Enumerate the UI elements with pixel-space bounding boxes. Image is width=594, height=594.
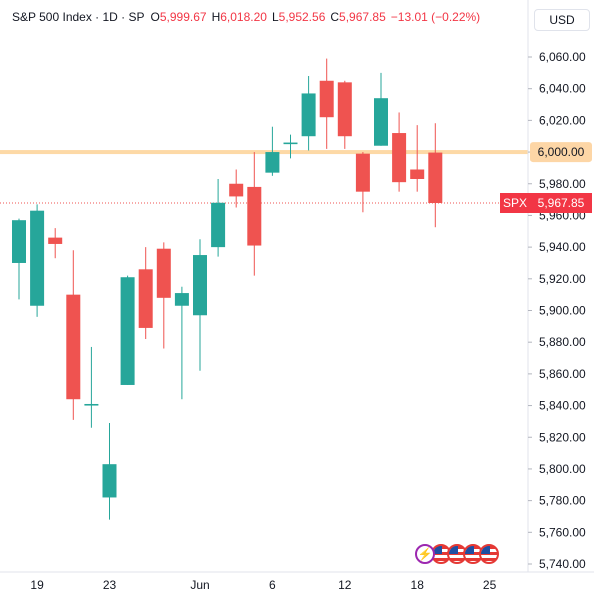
y-tick-label: 5,780.00 (539, 494, 586, 508)
x-tick-label: 12 (338, 578, 352, 592)
x-tick-label: Jun (190, 578, 209, 592)
y-tick-label: 6,020.00 (539, 113, 586, 127)
candle (66, 250, 81, 420)
time-axis: 19 23 Jun 6 12 18 25 (0, 571, 594, 592)
candle-body (156, 248, 171, 298)
x-tick-label: 18 (411, 578, 425, 592)
y-tick-label: 5,860.00 (539, 367, 586, 381)
candle-body (247, 186, 262, 246)
candle-body (120, 277, 135, 385)
level-label-bg (530, 142, 592, 163)
candle (193, 239, 207, 371)
candle (355, 152, 370, 213)
open-value: 5,999.67 (159, 10, 207, 24)
candle-body (319, 80, 334, 118)
candle (120, 275, 135, 385)
candle-body (355, 153, 370, 192)
y-tick-label: 5,920.00 (539, 272, 586, 286)
candle-body (174, 293, 189, 306)
y-tick-label: 5,840.00 (539, 399, 586, 413)
candle-body (410, 169, 425, 179)
candle-body (211, 202, 226, 248)
x-tick-label: 23 (103, 578, 117, 592)
y-tick-label: 5,800.00 (539, 462, 586, 476)
level-line (0, 150, 528, 155)
close-value: 5,967.85 (339, 10, 386, 24)
candle (211, 178, 226, 257)
candle (156, 242, 171, 349)
y-tick-label: 5,900.00 (539, 304, 586, 318)
change-value: −13.01 (−0.22%) (390, 10, 481, 24)
us-flag-icon[interactable] (479, 544, 499, 564)
currency-selector[interactable]: USD (534, 9, 590, 31)
y-tick-label: 5,940.00 (539, 240, 586, 254)
candle (392, 112, 407, 192)
low-value: 5,952.56 (278, 10, 326, 24)
candle (12, 218, 26, 300)
open-label: O (150, 10, 160, 24)
x-tick-label: 25 (483, 578, 497, 592)
y-tick-label: 5,740.00 (539, 557, 586, 571)
y-tick-label: 6,060.00 (539, 50, 586, 64)
event-badges[interactable]: ⚡ (415, 543, 499, 565)
price-badge-bg (530, 193, 592, 214)
candle (229, 169, 244, 208)
candle-body (301, 93, 316, 137)
price-badge-value: 5,967.85 (538, 196, 585, 210)
level-line-layer (0, 150, 528, 204)
candle-body (283, 142, 298, 145)
candle (30, 204, 45, 317)
x-tick-label: 19 (30, 578, 44, 592)
y-tick-label: 5,880.00 (539, 335, 586, 349)
price-labels-layer: 6,000.00 SPX 5,967.85 (500, 142, 592, 214)
level-label: 6,000.00 (538, 145, 585, 159)
candle (138, 247, 153, 340)
chart-header: S&P 500 Index · 1D · SP O 5,999.67 H 6,0… (12, 10, 485, 24)
candle (337, 80, 352, 149)
candle-body (12, 220, 26, 263)
candle-body (374, 98, 388, 146)
candle-body (229, 183, 244, 197)
symbol-info: S&P 500 Index · 1D · SP (12, 10, 145, 24)
close-label: C (330, 10, 340, 24)
candle-body (392, 133, 407, 183)
candle (283, 134, 298, 159)
candle (247, 152, 262, 276)
ticker-badge-label: SPX (503, 196, 527, 210)
candle (102, 422, 117, 520)
candle (410, 125, 425, 192)
candle-body (66, 294, 81, 400)
candle (319, 58, 334, 149)
x-tick-label: 6 (269, 578, 276, 592)
candle-body (337, 82, 352, 137)
candle-body (193, 255, 207, 316)
price-axis: 5,740.00 5,760.00 5,780.00 5,800.00 5,820.00… (527, 0, 586, 572)
candle (428, 123, 443, 228)
candles-layer (12, 58, 443, 520)
candle-body (138, 269, 153, 328)
candle-body (84, 403, 99, 406)
candle (84, 346, 99, 428)
high-value: 6,018.20 (220, 10, 267, 24)
candle-body (48, 237, 63, 244)
candle (174, 286, 189, 400)
candle-body (30, 210, 45, 306)
candle (301, 76, 316, 151)
candle (48, 228, 63, 259)
candle-body (102, 464, 117, 498)
y-tick-label: 5,980.00 (539, 177, 586, 191)
y-tick-label: 6,040.00 (539, 82, 586, 96)
candle (265, 126, 280, 176)
ticker-badge-bg (500, 193, 530, 214)
low-label: L (271, 10, 279, 24)
candle-body (428, 152, 443, 204)
candle-body (265, 152, 280, 173)
lightning-icon[interactable]: ⚡ (415, 544, 435, 564)
high-label: H (211, 10, 221, 24)
y-tick-label: 5,760.00 (539, 525, 586, 539)
y-tick-label: 5,820.00 (539, 430, 586, 444)
candle (374, 72, 388, 146)
